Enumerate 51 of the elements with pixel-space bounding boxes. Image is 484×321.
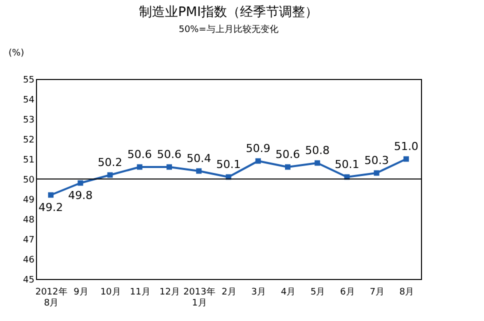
data-label: 50.1 (334, 158, 360, 171)
chart-title: 制造业PMI指数（经季节调整） (139, 5, 318, 20)
point (78, 180, 84, 186)
x-tick-label: 4月 (280, 288, 296, 298)
data-label: 50.6 (127, 148, 152, 161)
y-tick-label: 45 (23, 276, 34, 286)
x-tick-label: 9月 (74, 288, 88, 298)
data-label: 50.1 (216, 158, 241, 171)
chart-subtitle: 50%=与上月比较无变化 (178, 24, 278, 35)
point (403, 156, 409, 162)
x-tick-label: 11月 (130, 288, 150, 298)
y-tick-label: 50 (23, 176, 35, 186)
data-label: 50.8 (305, 144, 330, 157)
x-tick-label: 2012年 8月 (35, 286, 68, 308)
point (255, 158, 261, 164)
y-tick-label: 47 (23, 236, 34, 246)
x-tick-label: 10月 (100, 288, 121, 298)
data-label: 49.2 (38, 201, 64, 214)
point (284, 164, 290, 170)
data-label: 50.3 (364, 154, 389, 167)
point (314, 160, 320, 166)
point (107, 172, 113, 178)
y-axis-title: (%) (8, 48, 24, 58)
data-label: 51.0 (394, 140, 418, 153)
x-tick-label: 2013年 1月 (183, 286, 216, 308)
data-label: 50.4 (186, 152, 212, 165)
x-tick-label: 8月 (399, 288, 414, 298)
data-label: 50.6 (157, 148, 182, 161)
y-tick-label: 52 (23, 136, 34, 146)
data-label: 50.9 (246, 142, 270, 155)
y-tick-label: 49 (23, 196, 35, 206)
point (48, 192, 54, 198)
y-tick-label: 48 (23, 216, 35, 226)
x-tick-label: 3月 (251, 288, 266, 298)
y-tick-label: 54 (23, 96, 35, 106)
x-tick-label: 6月 (340, 288, 355, 298)
x-tick-label: 7月 (370, 288, 384, 298)
point (374, 170, 380, 176)
point (166, 164, 172, 170)
x-tick-label: 12月 (160, 288, 180, 298)
y-tick-label: 51 (23, 156, 34, 166)
data-label: 50.6 (275, 148, 300, 161)
data-label: 49.8 (68, 189, 93, 202)
data-label: 50.2 (98, 156, 122, 169)
y-tick-label: 53 (23, 116, 34, 126)
x-tick-label: 5月 (310, 288, 326, 298)
x-tick-label: 2月 (222, 288, 236, 298)
point (196, 168, 202, 174)
y-tick-label: 46 (23, 256, 35, 266)
y-tick-label: 55 (23, 76, 34, 86)
point (136, 164, 142, 170)
